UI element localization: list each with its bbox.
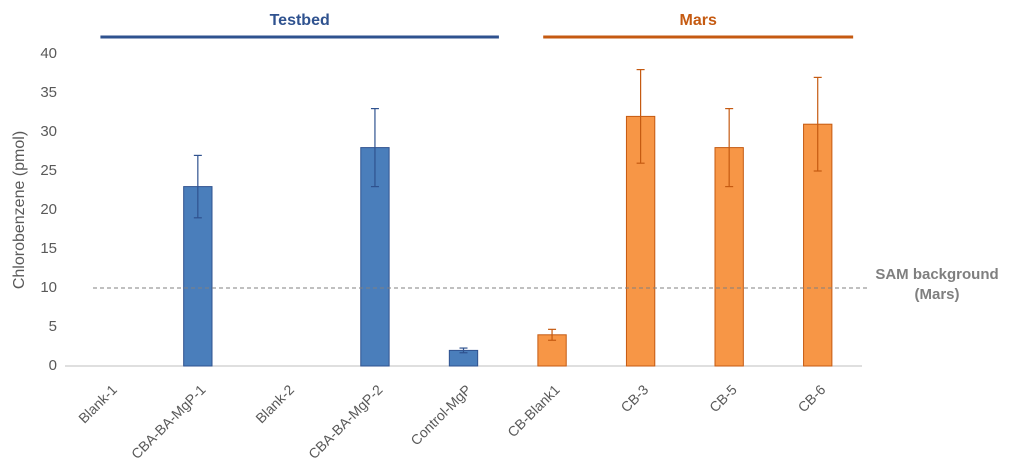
x-tick-label: CBA-BA-MgP-2: [305, 381, 386, 462]
reference-label: SAM background: [875, 266, 998, 283]
y-tick-label: 40: [40, 45, 57, 62]
y-tick-label: 30: [40, 123, 57, 140]
error-bar: [813, 76, 822, 172]
x-tick-label: CBA-BA-MgP-1: [128, 381, 209, 462]
error-bar: [459, 347, 468, 354]
x-tick-label: CB-6: [795, 381, 829, 415]
x-tick-label: Blank-1: [75, 381, 120, 426]
y-tick-label: 0: [49, 357, 57, 374]
x-tick-label: CB-Blank1: [504, 381, 563, 440]
y-tick-label: 25: [40, 162, 57, 179]
x-tick-label: CB-5: [706, 381, 740, 415]
x-tick-label: CB-3: [617, 381, 651, 415]
error-bar: [193, 154, 202, 219]
y-tick-label: 10: [40, 279, 57, 296]
bar: [537, 334, 567, 367]
y-tick-label: 35: [40, 84, 57, 101]
y-tick-label: 20: [40, 201, 57, 218]
y-tick-label: 15: [40, 240, 57, 257]
group-label: Mars: [679, 12, 716, 29]
x-tick-label: Control-MgP: [407, 381, 474, 448]
y-tick-label: 5: [49, 318, 57, 335]
x-tick-label: Blank-2: [252, 381, 297, 426]
error-bar: [725, 107, 734, 188]
error-bar: [548, 328, 557, 341]
y-axis-label: Chlorobenzene (pmol): [11, 131, 28, 289]
error-bar: [370, 107, 379, 188]
group-label: Testbed: [270, 12, 330, 29]
error-bar: [636, 68, 645, 164]
bar: [714, 147, 744, 367]
reference-label: (Mars): [914, 286, 959, 303]
